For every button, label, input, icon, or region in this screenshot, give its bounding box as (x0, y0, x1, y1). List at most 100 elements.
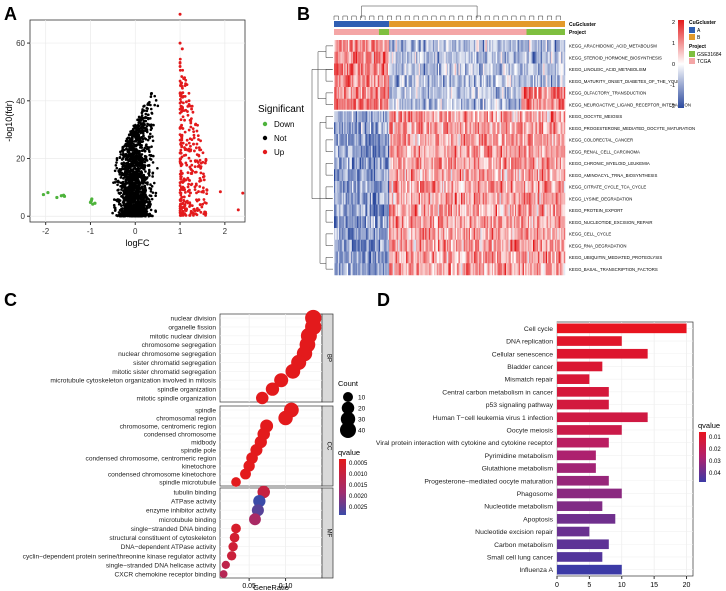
heatmap-cell (457, 75, 459, 88)
heatmap-cell (554, 145, 557, 158)
heatmap-cell (371, 169, 373, 182)
heatmap-cell (475, 40, 477, 52)
heatmap-cell (395, 75, 398, 88)
heatmap-cell (527, 98, 530, 111)
not-point (136, 118, 139, 122)
not-point (150, 91, 154, 95)
heatmap-cell (455, 204, 458, 217)
heatmap-cell (512, 169, 514, 182)
heatmap-cell (408, 122, 410, 135)
up-point (241, 191, 245, 195)
heatmap-cell (507, 216, 509, 229)
heatmap-cell (458, 134, 461, 146)
heatmap-cell (436, 75, 439, 88)
heatmap-cell (413, 134, 416, 146)
not-point (113, 169, 117, 173)
not-point (152, 181, 156, 185)
heatmap-cell (558, 98, 561, 111)
heatmap-cell (411, 216, 413, 229)
heatmap-cell (385, 110, 387, 123)
heatmap-cell (468, 169, 471, 182)
heatmap-cell (466, 98, 468, 111)
heatmap-cell (434, 63, 436, 76)
heatmap-cell (563, 228, 566, 240)
heatmap-cell (459, 40, 462, 52)
heatmap-cell (435, 75, 437, 88)
up-point (184, 178, 188, 182)
heatmap-cell (559, 122, 562, 135)
heatmap-cell (380, 40, 382, 52)
heatmap-cell (452, 181, 454, 193)
heatmap-cell (502, 87, 504, 99)
heatmap-cell (358, 63, 360, 76)
heatmap-cell (504, 98, 507, 111)
heatmap-cell (541, 192, 544, 205)
heatmap-cell (411, 40, 413, 52)
heatmap-cell (345, 216, 348, 229)
heatmap-cell (536, 98, 539, 111)
up-point (181, 91, 185, 94)
heatmap-cell (337, 145, 340, 158)
heatmap-cell (477, 98, 480, 111)
not-point (136, 203, 139, 207)
heatmap-cell (516, 157, 518, 170)
heatmap-cell (444, 157, 446, 170)
heatmap-cell (509, 204, 512, 217)
heatmap-cell (484, 98, 486, 111)
heatmap-cell (394, 75, 396, 88)
heatmap-cell (402, 204, 404, 217)
up-point (195, 207, 199, 210)
heatmap-cell (362, 75, 364, 88)
heatmap-cell (437, 110, 440, 123)
heatmap-cell (504, 110, 507, 123)
heatmap-cell (358, 181, 360, 193)
heatmap-cell (509, 157, 512, 170)
heatmap-cell (493, 181, 495, 193)
up-point (187, 182, 191, 186)
heatmap-cell (339, 122, 341, 135)
heatmap-cell (467, 40, 469, 52)
heatmap-cell (376, 204, 378, 217)
heatmap-cell (562, 122, 564, 135)
heatmap-cell (543, 145, 545, 158)
not-point (124, 214, 127, 218)
up-point (182, 195, 186, 199)
heatmap-cell (367, 75, 369, 88)
heatmap-cell (488, 75, 490, 88)
heatmap-cell (389, 51, 391, 64)
heatmap-cell (335, 98, 337, 111)
heatmap-cell (505, 145, 508, 158)
heatmap-cell (522, 134, 525, 146)
annotation-title: CuGcluster (569, 22, 596, 28)
heatmap-cell (470, 98, 472, 111)
heatmap-cell (450, 228, 453, 240)
heatmap-cell (550, 63, 553, 76)
heatmap-cell (459, 192, 462, 205)
heatmap-cell (512, 157, 514, 170)
heatmap-cell (375, 204, 377, 217)
up-point (201, 160, 205, 164)
heatmap-cell (357, 63, 359, 76)
heatmap-cell (470, 40, 472, 52)
heatmap-cell (463, 228, 466, 240)
heatmap-cell (462, 40, 464, 52)
heatmap-cell (500, 216, 503, 229)
heatmap-cell (507, 204, 509, 217)
heatmap-cell (468, 228, 471, 240)
not-point (147, 168, 151, 172)
heatmap-cell (556, 63, 558, 76)
heatmap-cell (482, 181, 485, 193)
heatmap-cell (369, 63, 372, 76)
heatmap-cell (539, 216, 541, 229)
heatmap-cell (509, 75, 512, 88)
up-point (179, 157, 183, 161)
heatmap-cell (445, 157, 448, 170)
heatmap-cell (396, 122, 399, 135)
heatmap-cell (363, 40, 366, 52)
heatmap-cell (367, 98, 369, 111)
heatmap-cell (378, 134, 381, 146)
heatmap-cell (349, 145, 351, 158)
heatmap-cell (418, 145, 421, 158)
heatmap-cell (493, 145, 495, 158)
heatmap-cell (517, 63, 520, 76)
